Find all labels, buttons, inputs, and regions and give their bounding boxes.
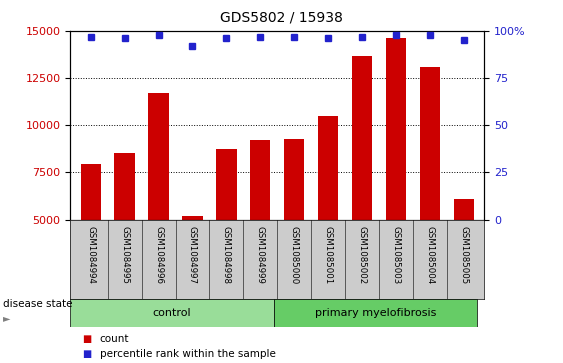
Text: GSM1084999: GSM1084999 — [256, 226, 265, 284]
Bar — [114, 152, 135, 314]
Bar — [149, 93, 169, 314]
Text: GSM1085005: GSM1085005 — [459, 226, 468, 284]
Text: GSM1084997: GSM1084997 — [188, 226, 197, 284]
Bar — [274, 299, 477, 327]
Text: percentile rank within the sample: percentile rank within the sample — [100, 349, 275, 359]
Text: GSM1085003: GSM1085003 — [391, 226, 400, 284]
Text: disease state: disease state — [3, 299, 72, 309]
Text: ■: ■ — [82, 349, 91, 359]
Text: control: control — [153, 308, 191, 318]
Bar — [318, 116, 338, 314]
Bar — [216, 149, 236, 314]
Bar — [70, 299, 274, 327]
Text: ■: ■ — [82, 334, 91, 344]
Text: ►: ► — [3, 314, 10, 323]
Text: GSM1085002: GSM1085002 — [358, 226, 367, 284]
Bar — [420, 67, 440, 314]
Text: GSM1085001: GSM1085001 — [324, 226, 333, 284]
Bar — [81, 164, 101, 314]
Text: GSM1085000: GSM1085000 — [290, 226, 299, 284]
Text: GDS5802 / 15938: GDS5802 / 15938 — [220, 11, 343, 25]
Text: count: count — [100, 334, 129, 344]
Text: GSM1084998: GSM1084998 — [222, 226, 231, 284]
Text: GSM1084996: GSM1084996 — [154, 226, 163, 284]
Bar — [250, 140, 270, 314]
Bar — [182, 216, 203, 314]
Text: GSM1084994: GSM1084994 — [86, 226, 95, 284]
Text: primary myelofibrosis: primary myelofibrosis — [315, 308, 436, 318]
Bar — [386, 38, 406, 314]
Bar — [352, 56, 372, 314]
Bar — [454, 199, 474, 314]
Bar — [284, 139, 305, 314]
Text: GSM1084995: GSM1084995 — [120, 226, 129, 284]
Text: GSM1085004: GSM1085004 — [426, 226, 435, 284]
